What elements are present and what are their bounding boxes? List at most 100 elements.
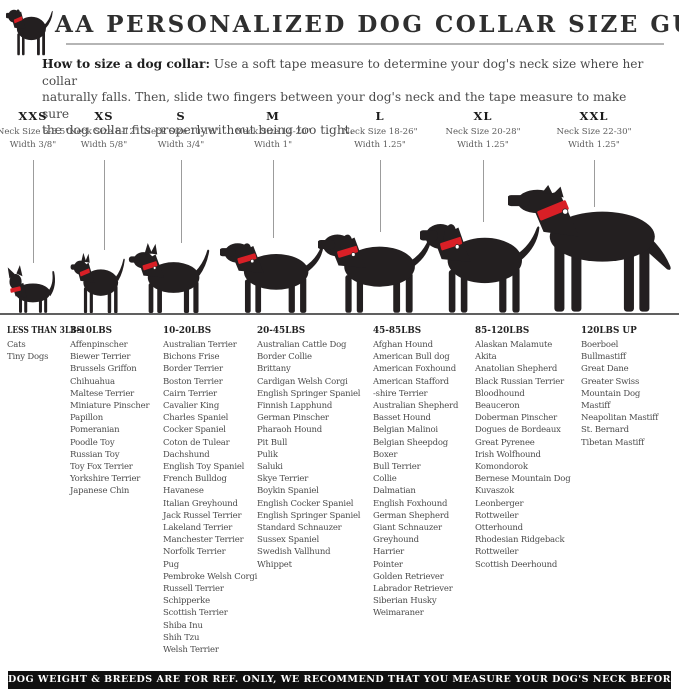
header-divider (66, 43, 664, 45)
breed-item: Welsh Terrier (163, 645, 219, 656)
breed-item: Boykin Spaniel (257, 486, 319, 497)
breed-item: Giant Schnauzer (373, 523, 442, 534)
labrador-silhouette-xl (420, 224, 540, 313)
size-column-l: L Neck Size 18-26" Width 1.25" (325, 109, 435, 152)
size-column-xs: XS Neck Size 8-12" Width 5/8" (49, 109, 159, 152)
breed-item: Cardigan Welsh Corgi (257, 376, 348, 387)
size-pointer-line-xs (104, 160, 105, 250)
breed-list: Australian Terrier Bichons Frise Border … (163, 339, 263, 656)
breed-item: English Springer Spaniel (257, 510, 361, 521)
breed-item: Australian Shepherd (373, 401, 459, 412)
breed-item: Afghan Hound (373, 340, 433, 350)
weight-group-column-2: 10-20LBS Australian Terrier Bichons Fris… (163, 326, 263, 656)
breed-item: Russell Terrier (163, 584, 224, 595)
breed-item: Golden Retriever (373, 571, 444, 582)
weight-group-column-4: 45-85LBS Afghan Hound American Bull dog … (373, 326, 473, 620)
weight-group-header: 3-10LBS (70, 326, 112, 336)
weight-group-header: 85-120LBS (475, 326, 530, 336)
chihuahua-silhouette-xs (70, 252, 125, 314)
breed-item: German Shepherd (373, 510, 449, 521)
spaniel-silhouette-m (220, 243, 324, 313)
breed-item: Pomeranian (70, 425, 120, 436)
breed-item: Mastiff (581, 401, 611, 412)
collar-ring (351, 252, 356, 257)
collar-ring (250, 259, 255, 264)
breed-item: Tiny Dogs (7, 352, 49, 363)
breed-item: Pointer (373, 559, 403, 570)
red-collar (537, 200, 569, 221)
breed-item: Whippet (257, 559, 292, 570)
size-collar-width: Width 1" (253, 140, 293, 150)
breed-item: Mountain Dog (581, 388, 641, 399)
size-pointer-line-m (273, 160, 274, 238)
size-collar-width: Width 3/8" (9, 140, 57, 150)
breed-item: Italian Greyhound (163, 498, 238, 509)
size-neck-range: Neck Size 6-8.5" (0, 127, 70, 137)
breed-item: American Bull dog (373, 352, 450, 363)
breed-item: American Stafford (373, 376, 449, 387)
breed-item: Brussels Griffon (70, 364, 137, 375)
collar-ring (562, 208, 569, 215)
breed-item: Finnish Lapphund (257, 401, 333, 412)
breed-item: Leonberger (475, 498, 524, 509)
weight-group-column-0: LESS THAN 3LBS Cats Tiny Dogs (7, 326, 107, 363)
footer-disclaimer-bar: DOG WEIGHT & BREEDS ARE FOR REF. ONLY, W… (8, 671, 679, 689)
breed-item: Boxer (373, 449, 398, 460)
breed-item: Papillon (70, 413, 103, 424)
size-neck-range: Neck Size 22-30" (556, 127, 632, 137)
breed-item: Jack Russel Terrier (163, 510, 242, 521)
size-collar-width: Width 5/8" (80, 140, 128, 150)
size-neck-range: Neck Size 8-12" (69, 127, 139, 137)
size-label: XXS (18, 109, 48, 123)
breed-item: Great Pyrenee (475, 437, 535, 448)
breed-item: Scottish Deerhound (475, 559, 558, 570)
size-neck-range: Neck Size 18-26" (342, 127, 418, 137)
weight-group-header: 45-85LBS (373, 326, 422, 336)
page-title: AA PERSONALIZED DOG COLLAR SIZE GUIDE (55, 11, 679, 38)
breed-item: English Foxhound (373, 498, 448, 509)
breed-item: Norfolk Terrier (163, 547, 226, 558)
breed-item: Labrador Retriever (373, 584, 453, 595)
weight-group-header: 120LBS UP (581, 326, 637, 336)
breed-list: Afghan Hound American Bull dog American … (373, 339, 473, 620)
breed-item: Schipperke (163, 596, 210, 607)
breed-item: Belgian Sheepdog (373, 437, 448, 448)
red-collar (13, 16, 23, 24)
red-collar (79, 268, 90, 277)
breed-item: Boston Terrier (163, 376, 223, 387)
breed-item: Swedish Vallhund (257, 547, 331, 558)
size-collar-width: Width 1.25" (457, 140, 509, 150)
weight-group-column-3: 20-45LBS Australian Cattle Dog Border Co… (257, 326, 361, 571)
breed-item: Rottweiler (475, 510, 519, 521)
size-label: XL (473, 109, 493, 123)
size-column-m: M Neck Size 14-20" Width 1" (218, 109, 328, 152)
breed-item: Bloodhound (475, 388, 525, 399)
breed-item: Lakeland Terrier (163, 523, 233, 534)
instructions-line-1-rest: Use a soft tape measure to determine you… (42, 57, 644, 88)
size-pointer-line-s (181, 160, 182, 243)
breed-item: Charles Spaniel (163, 413, 229, 424)
cat-silhouette-xxs (7, 265, 56, 313)
terrier-silhouette-s (128, 242, 210, 314)
breed-item: Anatolian Shepherd (475, 364, 558, 375)
breed-item: Bull Terrier (373, 462, 421, 473)
breed-item: Havanese (163, 486, 204, 497)
breed-item: -shire Terrier (373, 388, 428, 399)
breed-item: Cairn Terrier (163, 388, 217, 399)
breed-item: Border Collie (257, 352, 312, 363)
sizing-instructions: How to size a dog collar: Use a soft tap… (42, 56, 652, 139)
collar-ring (454, 244, 460, 250)
breed-item: Greyhound (373, 535, 419, 546)
size-label: L (375, 109, 385, 123)
red-collar (440, 236, 463, 251)
breed-item: English Cocker Spaniel (257, 498, 354, 509)
size-column-xxs: XXS Neck Size 6-8.5" Width 3/8" (0, 109, 88, 152)
size-pointer-line-l (380, 160, 381, 232)
breed-item: Great Dane (581, 364, 629, 375)
great-dane-silhouette-xxl (508, 185, 671, 312)
breed-item: French Bulldog (163, 474, 227, 485)
breed-item: Dogues de Bordeaux (475, 425, 561, 436)
ground-line (0, 313, 679, 315)
weight-group-column-5: 85-120LBS Alaskan Malamute Akita Anatoli… (475, 326, 575, 571)
breed-item: English Springer Spaniel (257, 388, 361, 399)
